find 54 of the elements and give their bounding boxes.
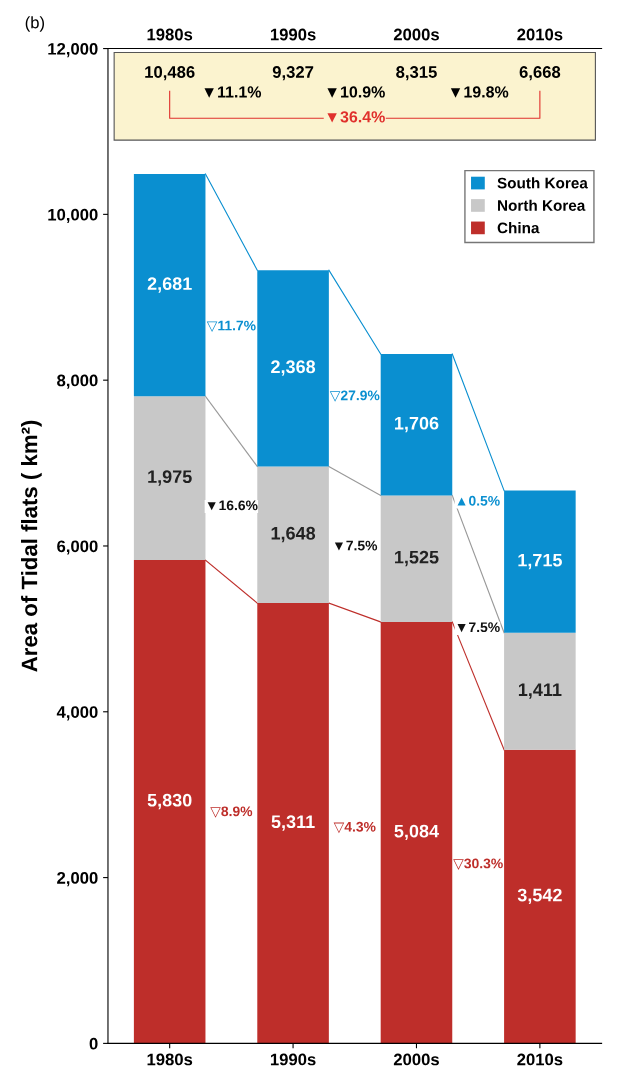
annotation: ▼16.6% [207, 500, 258, 511]
bar [504, 632, 576, 750]
legend-label: North Korea [498, 199, 586, 211]
bar [133, 396, 206, 561]
annotation: 10,486 [145, 66, 195, 81]
bar [380, 495, 453, 622]
chart-title: (b) [25, 16, 45, 32]
annotation: ▲0.5% [457, 495, 500, 506]
bar [504, 749, 576, 1044]
annotation: ▽11.7% [206, 320, 256, 333]
category-label: 2010s [517, 1053, 563, 1066]
text: 1,715 [518, 553, 562, 570]
annotation: ▽8.9% [210, 806, 253, 818]
y-tick-label: 12,000 [48, 42, 98, 58]
annotation: ▼7.5% [457, 622, 500, 633]
annotation: ▽30.3% [453, 858, 503, 870]
annotation: ▽27.9% [329, 390, 380, 402]
annotation: ▼36.4% [327, 111, 385, 123]
x-tick-label: 2010s [517, 28, 563, 41]
bar [257, 466, 329, 604]
text: 3,542 [517, 888, 562, 905]
annotation: ▽4.3% [333, 821, 376, 834]
text: 5,311 [271, 815, 315, 831]
annotation: 8,315 [396, 66, 437, 81]
text: 2,368 [271, 360, 316, 376]
annotation: ▼10.9% [327, 86, 385, 98]
x-tick-label: 2000s [393, 28, 439, 41]
annotation: ▼19.8% [450, 86, 509, 98]
legend-label: China [497, 222, 540, 234]
annotation: ▼7.5% [334, 540, 378, 551]
text: 1,525 [395, 550, 439, 567]
y-tick-label: 4,000 [56, 706, 98, 721]
x-tick-label: 1990s [270, 28, 316, 41]
text: 2,681 [147, 277, 192, 293]
text: 5,084 [394, 824, 439, 841]
category-label: 1980s [147, 1053, 193, 1066]
text: 1,648 [271, 526, 316, 543]
y-tick-label: 0 [89, 1037, 98, 1050]
annotation: ▼11.1% [204, 86, 262, 98]
x-tick-label: 1980s [147, 28, 193, 41]
y-tick-label: 2,000 [57, 871, 98, 887]
y-tick-label: 6,000 [57, 540, 98, 555]
annotation: 9,327 [272, 66, 314, 81]
y-tick-label: 8,000 [57, 374, 98, 389]
y-axis-title: Area of Tidal flats ( km²) [21, 420, 42, 672]
y-tick-label: 10,000 [48, 208, 98, 223]
text: 1,706 [395, 416, 439, 433]
text: 1,975 [148, 470, 192, 486]
annotation: 6,668 [519, 66, 561, 81]
legend-label: South Korea [497, 177, 588, 189]
text: 1,411 [518, 683, 562, 699]
category-label: 2000s [393, 1053, 439, 1066]
text: 5,830 [147, 793, 192, 810]
category-label: 1990s [270, 1053, 316, 1066]
